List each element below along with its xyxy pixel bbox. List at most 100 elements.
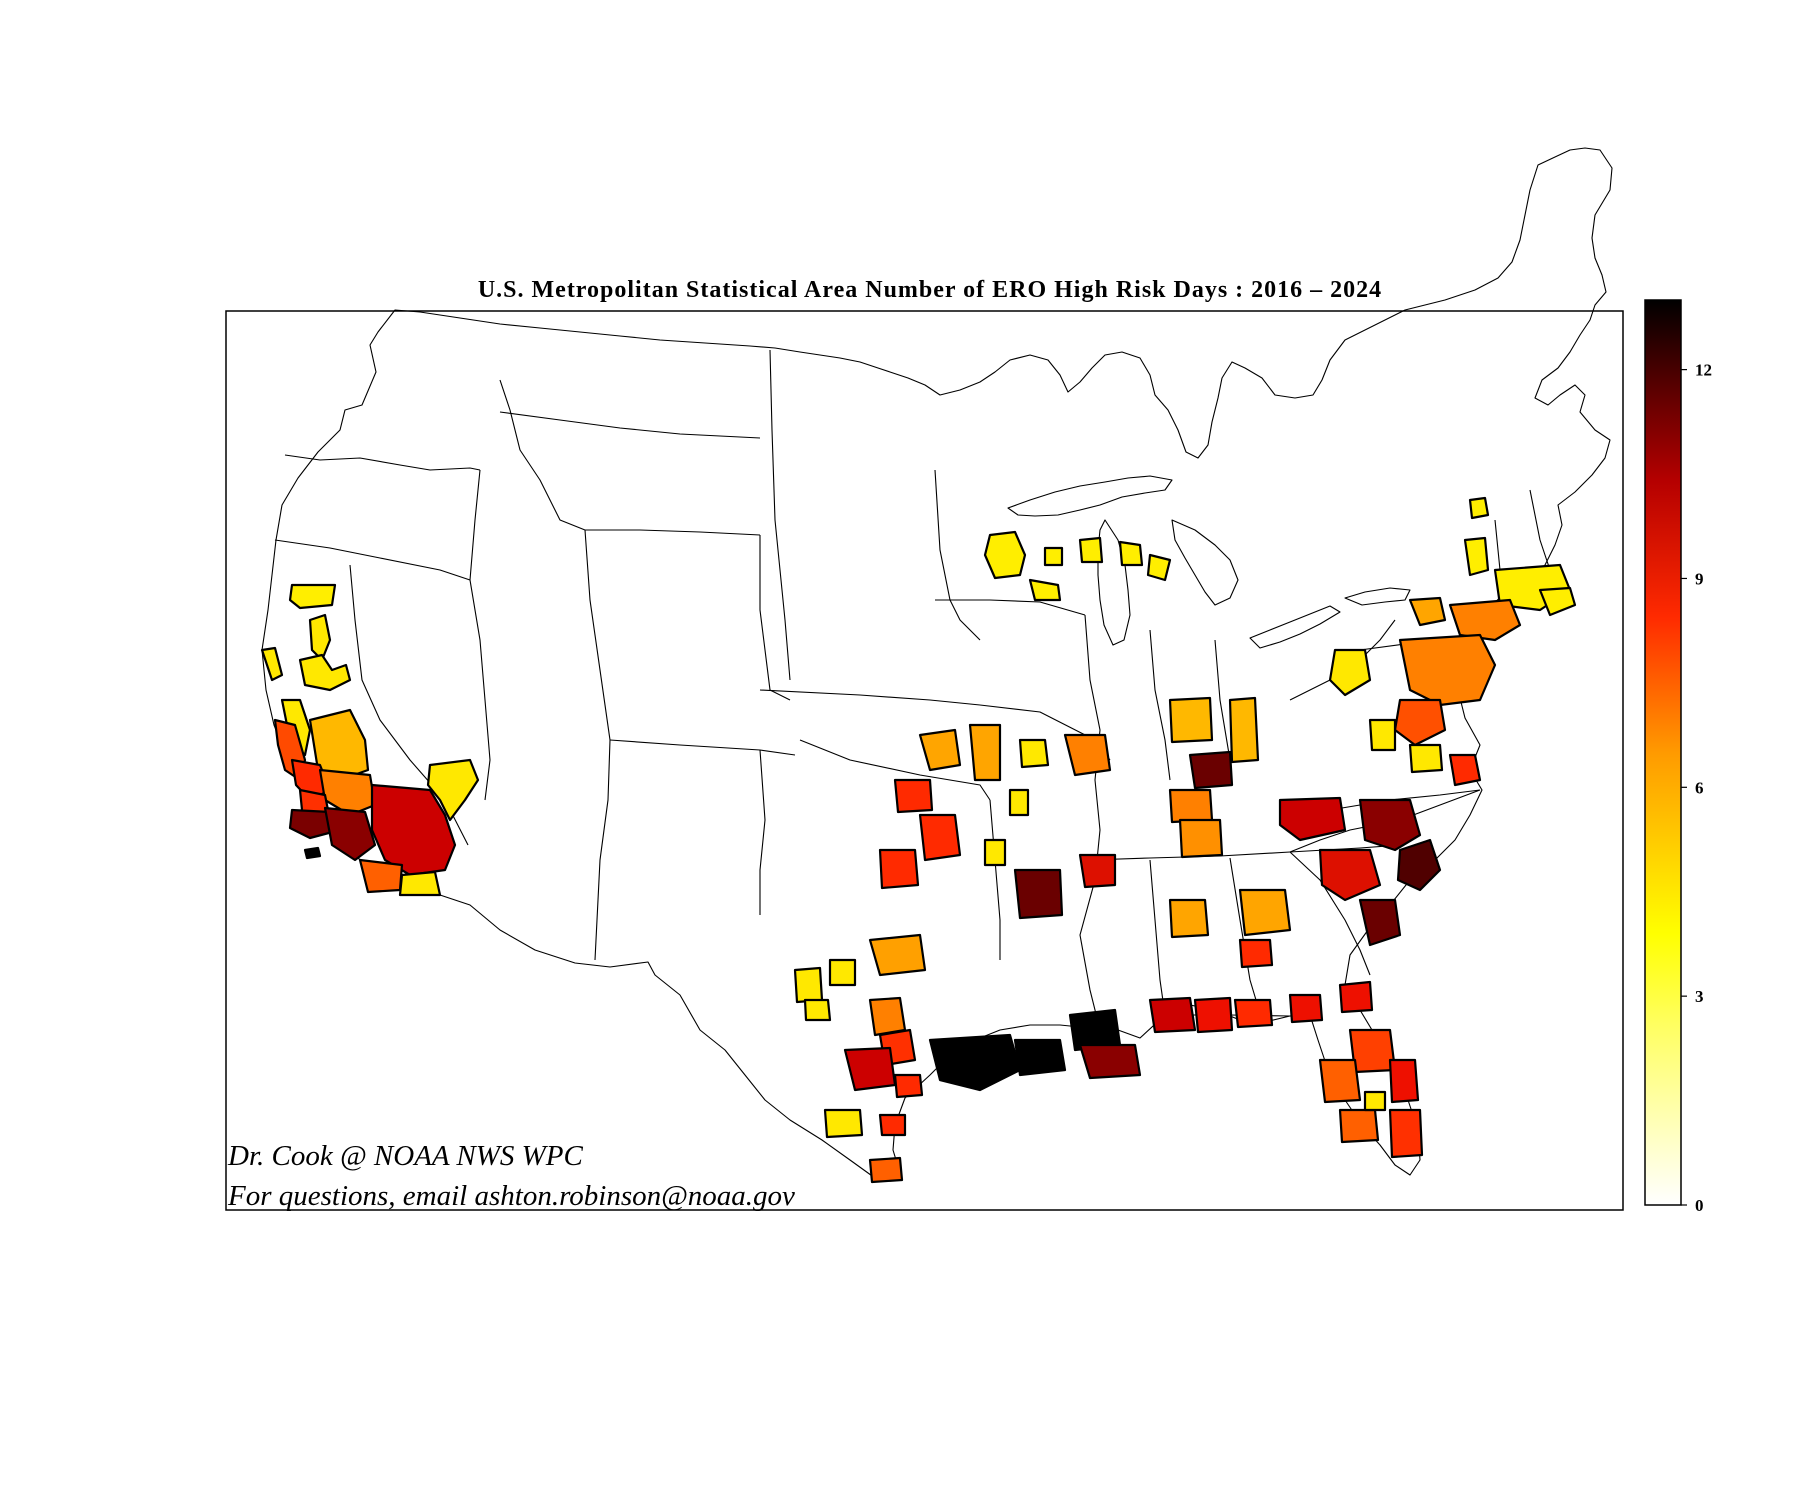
msa-northern-ca-3 (298, 653, 352, 692)
map-title: U.S. Metropolitan Statistical Area Numbe… (478, 277, 1382, 303)
ky-tn (1089, 844, 1401, 861)
msa-vt-1 (1468, 496, 1490, 520)
ks-ok (759, 689, 981, 706)
msa-fort-myers (1338, 1108, 1380, 1144)
colorbar-tick-label: 0 (1695, 1196, 1704, 1215)
msa-laredo (823, 1108, 864, 1139)
credit-author: Dr. Cook @ NOAA NWS WPC (227, 1140, 583, 1172)
msa-tx-yellow-1 (828, 958, 857, 987)
lake-huron (1171, 519, 1239, 606)
msa-wi-2 (1146, 553, 1172, 582)
msa-ok-yellow (1008, 788, 1030, 817)
ar-la (989, 799, 1001, 960)
ne-ks (759, 535, 791, 701)
msa-sc-charleston (1358, 898, 1402, 947)
ia-mo (935, 599, 1086, 616)
msa-kc (918, 728, 962, 772)
msa-tn-red (1078, 853, 1117, 889)
colorbar-tick-label: 3 (1695, 987, 1704, 1006)
msa-va-yellow (1408, 743, 1444, 774)
msa-las-vegas (426, 758, 480, 822)
msa-san-diego (358, 858, 404, 894)
msa-dallas (868, 933, 927, 977)
msa-ms-coast (1148, 996, 1197, 1034)
or-ca-nv (274, 539, 471, 581)
msa-hampton-roads (1448, 753, 1482, 787)
msa-regions (260, 496, 1577, 1184)
msa-pensacola (1233, 998, 1274, 1029)
msa-mo-yellow (1018, 738, 1050, 769)
msa-wv-yellow (1368, 718, 1397, 752)
msa-sc-1 (1318, 848, 1382, 902)
msa-tallahassee (1288, 993, 1324, 1024)
msa-atlanta (1238, 888, 1292, 937)
msa-ar-yellow (983, 838, 1007, 867)
ok-tx (799, 739, 991, 801)
msa-ohio-yellow (1328, 648, 1372, 697)
msa-channel-islands (303, 846, 322, 860)
msa-ga-red (1238, 938, 1274, 969)
id-west (469, 469, 481, 581)
credit-contact: For questions, email ashton.robinson@noa… (227, 1180, 795, 1212)
msa-ok-1 (893, 778, 934, 814)
colorbar-ticks: 0 3 6 9 12 (1681, 361, 1712, 1215)
msa-okc (878, 848, 920, 890)
msa-tampa (1318, 1058, 1362, 1104)
nh-me (1529, 489, 1551, 571)
msa-in-1 (1168, 696, 1214, 744)
msa-corpus-christi (878, 1113, 907, 1137)
msa-northern-ca-2 (308, 613, 332, 662)
lake-superior (1007, 475, 1173, 517)
msa-brownsville (868, 1156, 904, 1184)
msa-mobile (1193, 996, 1234, 1034)
msa-el-centro (398, 870, 442, 897)
in-oh (1214, 639, 1231, 761)
msa-ks-2 (968, 723, 1002, 782)
msa-ny-upstate (1408, 596, 1447, 627)
mt-wy-sd (499, 411, 761, 439)
msa-wi-1 (1118, 540, 1144, 567)
msa-vt-2 (1463, 536, 1490, 577)
msa-ky-orange (1168, 788, 1214, 824)
msa-fl-yellow (1363, 1090, 1387, 1112)
ms-al (1149, 859, 1166, 1016)
msa-stl (1063, 733, 1112, 777)
msa-los-angeles (323, 806, 377, 862)
conus-outline (261, 147, 1613, 1179)
colorbar-tick-label: 12 (1695, 361, 1712, 380)
msa-in-2 (1228, 696, 1260, 764)
msa-northern-ca-4 (260, 646, 284, 682)
msa-ma-ri (1538, 586, 1577, 617)
msa-beaumont (1013, 1038, 1067, 1077)
msa-tx-yellow-2 (793, 966, 824, 1004)
msa-ar-maroon (1013, 868, 1064, 920)
msa-fl-east (1388, 1058, 1420, 1104)
msa-nyc-ct (1448, 598, 1522, 642)
msa-birmingham (1168, 898, 1210, 939)
wa-or (284, 454, 481, 471)
msa-houston (928, 1033, 1022, 1092)
co-nm-ks (609, 739, 796, 756)
msa-mn-3 (1078, 536, 1104, 564)
colorbar-tick-label: 9 (1695, 569, 1704, 588)
msa-mn-2 (1043, 546, 1064, 567)
az-nm (594, 739, 611, 961)
wy-co-ne (585, 529, 761, 536)
msa-ky-maroon (1188, 750, 1234, 790)
msa-riverside (370, 783, 457, 877)
id-east-mt (499, 379, 586, 531)
colorbar-tick-label: 6 (1695, 778, 1704, 797)
msa-nc-2 (1358, 798, 1422, 852)
msa-nc-1 (1278, 796, 1347, 842)
nm-tx (759, 749, 766, 915)
msa-tn-orange (1178, 818, 1224, 859)
ms-river (1079, 614, 1101, 1031)
msa-mn-4 (1028, 578, 1062, 602)
nv-ut-az (469, 579, 491, 801)
msa-pa-nj (1398, 633, 1497, 707)
msa-tulsa (918, 813, 962, 862)
msa-new-orleans (1078, 1043, 1142, 1080)
colorbar-gradient (1644, 299, 1682, 1206)
msa-austin (843, 1046, 897, 1092)
